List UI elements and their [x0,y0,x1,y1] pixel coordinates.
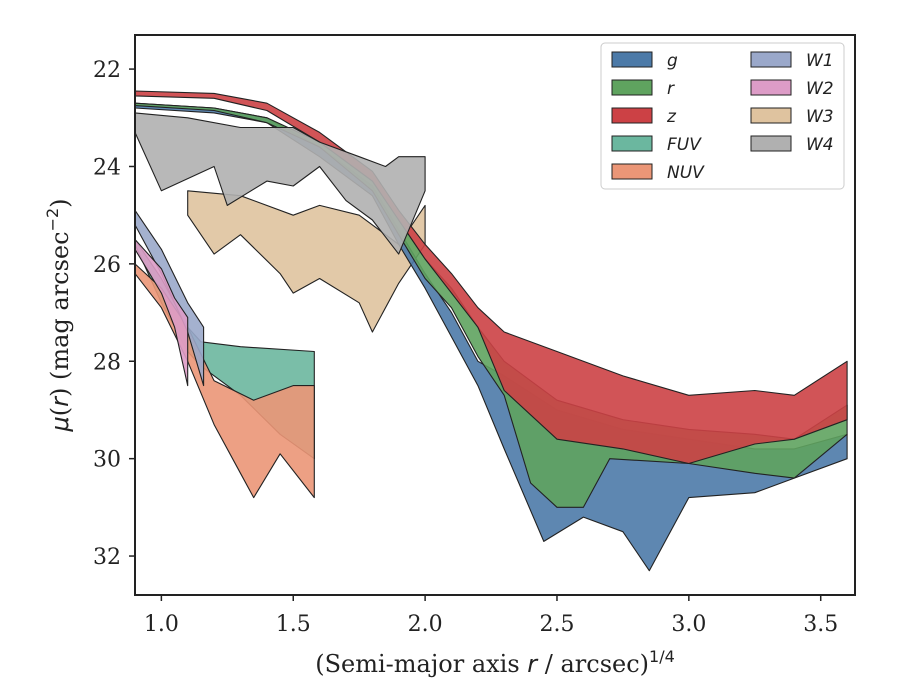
legend-swatch-w3 [750,107,792,124]
band-w1 [134,209,205,387]
y-tick-label: 28 [93,350,121,375]
y-tick-label: 22 [93,58,121,83]
legend-swatch-w1 [750,51,792,68]
legend-label-fuv: FUV [667,135,702,155]
x-tick-label: 1.0 [144,612,179,637]
band-w4 [134,112,426,255]
legend-swatch-w2 [750,79,792,96]
x-tick-label: 3.5 [803,612,838,637]
legend-label-w4: W4 [806,135,834,155]
y-axis-label: μ(r) (mag arcsec−2) [43,198,74,432]
legend-label-w1: W1 [806,51,834,71]
legend-swatch-g [611,51,653,68]
legend-swatch-fuv [611,135,653,152]
y-tick-label: 24 [93,155,121,180]
y-tick-label: 26 [93,253,121,278]
legend-swatch-r [611,79,653,96]
legend-label-g: g [667,51,678,71]
x-tick-label: 2.0 [408,612,443,637]
legend-swatch-w4 [750,135,792,152]
legend-label-w3: W3 [806,107,834,127]
x-tick-label: 1.5 [276,612,311,637]
bands-layer [134,90,848,572]
legend-label-nuv: NUV [667,163,705,183]
legend-swatch-z [611,107,653,124]
band-w3 [187,190,426,333]
y-tick-label: 32 [93,545,121,570]
legend-label-r: r [667,79,675,99]
legend: grz FUV NUV W1 W2 W3 W4 [600,42,845,190]
x-tick-label: 2.5 [539,612,574,637]
legend-label-w2: W2 [806,79,834,99]
plot-frame [134,34,856,596]
legend-swatch-nuv [611,163,653,180]
x-axis-label: (Semi-major axis r / arcsec)1/4 [315,647,675,678]
band-w2 [134,238,189,387]
x-tick-label: 3.0 [671,612,706,637]
ticks-layer: 1.0 1.5 2.0 2.5 3.0 3.5 22 24 26 28 30 32 [93,58,838,637]
legend-label-z: z [666,107,677,127]
y-tick-label: 30 [93,448,121,473]
